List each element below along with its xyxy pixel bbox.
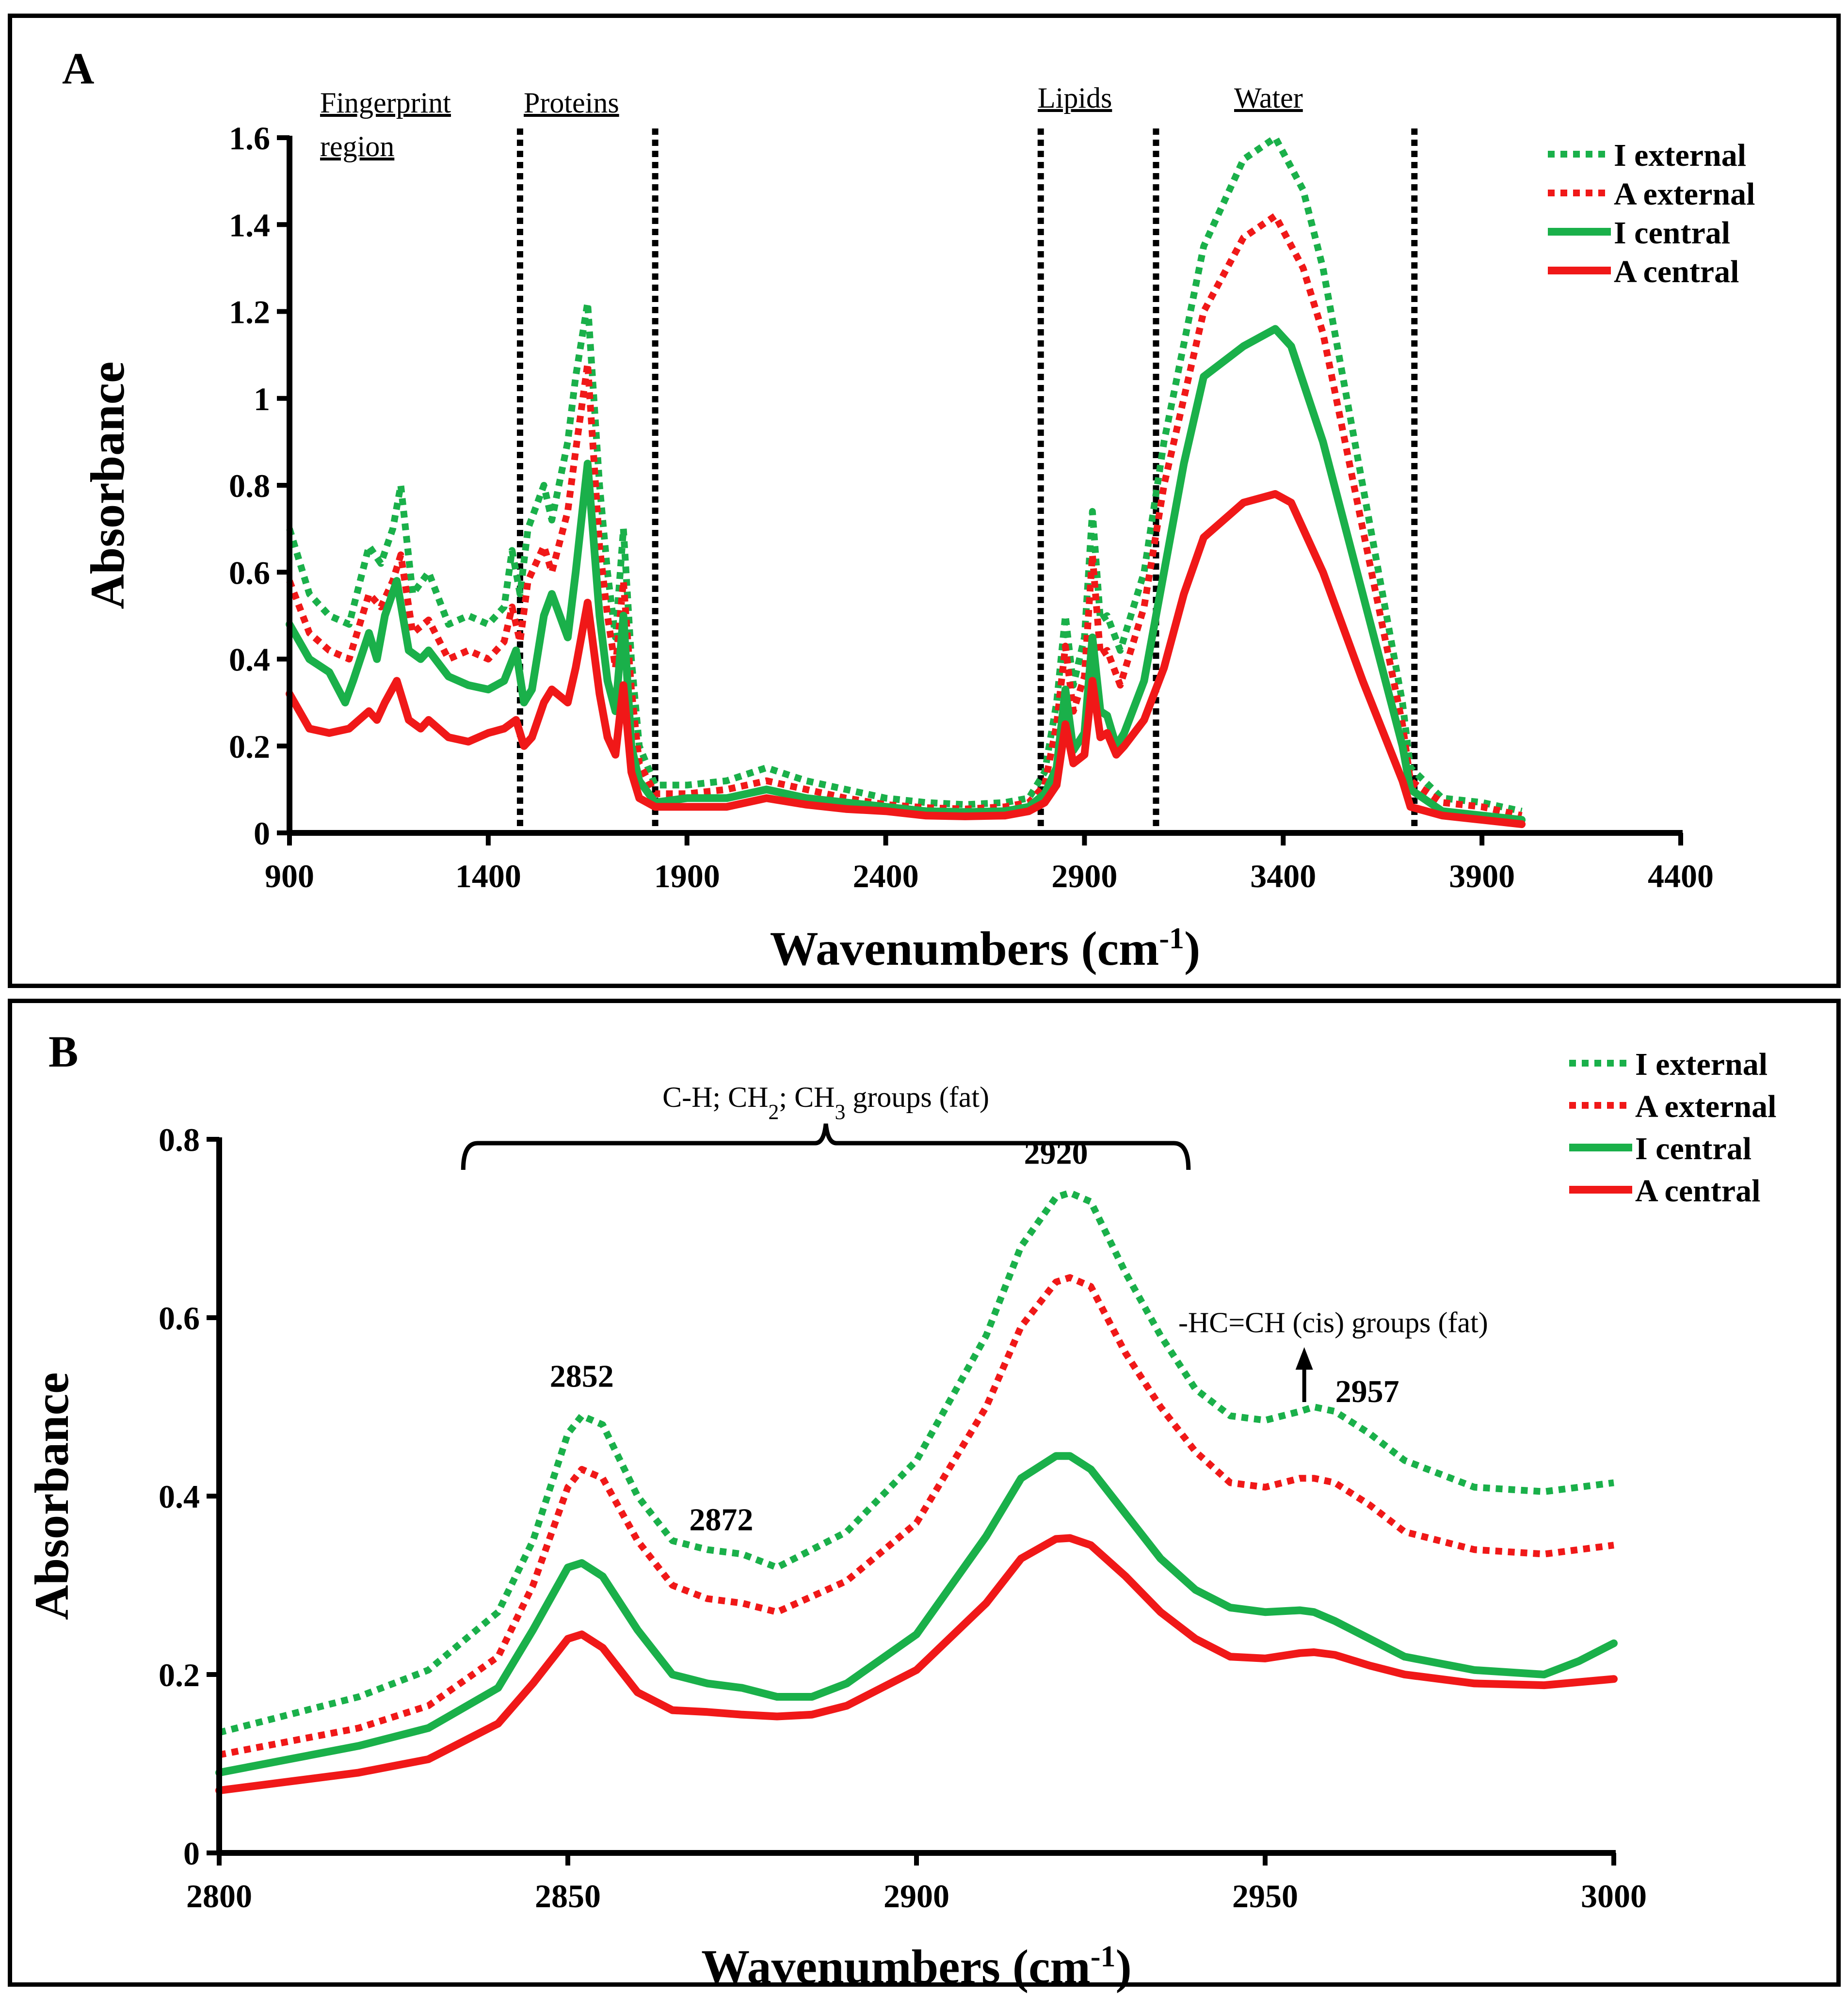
bracket-label-part: ; CH [779,1081,835,1113]
y-tick-label: 0.4 [229,641,270,678]
region-label-water: Water [1234,82,1303,114]
series-line-i-central [215,1452,1618,1777]
legend-label-a-central: A central [1635,1173,1760,1209]
cis-groups-label: -HC=CH (cis) groups (fat) [1178,1307,1488,1339]
x-tick-label: 3000 [1581,1878,1647,1914]
x-axis-title: Wavenumbers (cm-1) [701,1940,1132,1994]
peak-label-2852: 2852 [550,1358,614,1394]
x-axis-title-close: ) [1184,922,1200,975]
series-line-a-external [218,1274,1614,1758]
bracket-label-part: groups (fat) [845,1081,989,1113]
x-tick-label: 2800 [186,1878,252,1914]
x-tick-label: 1900 [654,858,720,894]
y-tick-label: 1.6 [229,120,270,157]
region-label-proteins: Proteins [524,87,619,119]
legend-label-i-external: I external [1614,138,1746,173]
y-tick-label: 1 [254,381,270,417]
y-tick-label: 0.8 [229,467,270,504]
x-tick-label: 2950 [1232,1878,1298,1914]
region-label-fingerprint: Fingerprint [320,87,451,119]
x-tick-label: 2400 [853,858,919,894]
legend-label-i-central: I central [1635,1131,1752,1166]
region-label-lipids: Lipids [1038,82,1112,114]
series-line-a-external [286,212,1523,819]
y-axis-title: Absorbance [80,361,134,609]
legend-label-i-central: I central [1614,215,1730,251]
legend-label-a-central: A central [1614,254,1739,289]
legend-label-a-external: A external [1635,1089,1776,1124]
chart-a: A Fingerprint region Proteins Lipids Water 0 0.… [62,44,1755,975]
legend-label-i-external: I external [1635,1047,1768,1082]
bracket-label: C-H; CH2; CH3 groups (fat) [662,1081,989,1124]
x-tick-label: 2900 [884,1878,949,1914]
bracket-label-subscript: 2 [768,1100,779,1124]
x-axis-title-main: Wavenumbers (cm [701,1940,1091,1994]
panel-letter: A [62,44,94,93]
panel-letter: B [48,1027,78,1076]
x-tick-label: 3900 [1449,858,1515,894]
x-axis-title-close: ) [1116,1940,1132,1994]
series-line-i-external [218,1189,1614,1736]
y-tick-label: 0.2 [229,728,270,765]
y-tick-label: 1.2 [229,294,270,331]
x-tick-label: 900 [265,858,314,894]
y-tick-label: 0.6 [229,554,270,591]
x-axis-title-sup: -1 [1159,922,1184,955]
bracket-label-part: C-H; CH [662,1081,768,1113]
y-tick-label: 0 [183,1835,200,1872]
x-tick-label: 3400 [1250,858,1316,894]
series-line-a-central [215,1534,1618,1795]
legend-label-a-external: A external [1614,176,1755,212]
y-tick-label: 1.4 [229,207,270,243]
y-tick-label: 0.4 [159,1478,200,1515]
legend: I external A external I central A central [1569,1047,1776,1209]
series-line-i-central [286,325,1526,824]
y-axis-title: Absorbance [25,1372,79,1620]
peak-label-2957: 2957 [1335,1374,1399,1409]
y-tick-label: 0.2 [159,1657,200,1693]
chart-b: B 0 0.2 0.4 0.6 0.8 2800 2850 2900 2950 3000 Wavenu… [25,1027,1776,1994]
x-tick-label: 2900 [1051,858,1117,894]
fat-groups-bracket [461,1123,1191,1170]
x-tick-label: 4400 [1648,858,1714,894]
cis-arrow-head [1295,1347,1313,1370]
series-line-i-external [286,134,1523,815]
x-axis-title-main: Wavenumbers (cm [770,922,1159,975]
region-label-fingerprint: region [320,130,394,162]
x-axis-title-sup: -1 [1091,1940,1116,1973]
x-tick-label: 2850 [535,1878,601,1914]
peak-label-2872: 2872 [689,1502,753,1537]
y-tick-label: 0 [254,815,270,852]
x-axis-title: Wavenumbers (cm-1) [770,922,1201,975]
y-tick-label: 0.6 [159,1300,200,1337]
y-tick-label: 0.8 [159,1121,200,1158]
bracket-label-subscript: 3 [835,1100,845,1124]
peak-label-2920: 2920 [1024,1135,1088,1171]
panel-a-frame [8,14,1841,988]
series-line-a-central [286,490,1526,829]
x-tick-label: 1400 [455,858,521,894]
